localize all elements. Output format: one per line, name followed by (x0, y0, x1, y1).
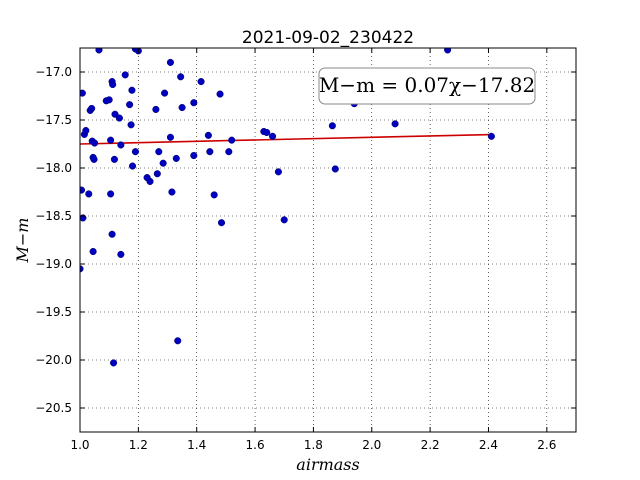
y-tick-label: −18.0 (35, 161, 72, 175)
data-point (216, 90, 224, 98)
x-tick-label: 2.4 (479, 438, 498, 452)
data-point (263, 128, 271, 137)
data-point (280, 216, 288, 224)
data-point (153, 170, 161, 178)
data-point (108, 230, 116, 238)
data-point (190, 151, 198, 160)
data-point (178, 103, 186, 112)
data-point (126, 101, 134, 109)
data-point (128, 162, 137, 170)
data-point (159, 159, 167, 167)
data-point (117, 141, 125, 149)
data-point (391, 120, 399, 128)
data-point (269, 132, 277, 140)
data-point (177, 73, 185, 81)
data-point (117, 250, 125, 258)
data-point (210, 191, 218, 199)
x-tick-label: 1.6 (246, 438, 265, 452)
y-tick-label: −20.0 (35, 353, 72, 367)
data-point (166, 133, 174, 141)
axis-ticks: 1.0 1.2 1.4 1.6 1.8 2.0 2.2 2.4 2.6 −17.0 −17.5 −18… (35, 48, 576, 452)
data-point (109, 80, 117, 89)
data-point (88, 104, 96, 113)
y-tick-label: −19.5 (35, 305, 72, 319)
data-point (204, 131, 212, 139)
data-point (146, 177, 154, 185)
data-point (110, 155, 118, 163)
fit-line-layer (79, 133, 492, 145)
data-point (80, 186, 86, 194)
data-point (228, 136, 236, 144)
data-point (128, 86, 136, 94)
fit-line (79, 133, 492, 145)
data-point (197, 78, 205, 86)
y-tick-label: −17.0 (35, 65, 72, 79)
grid (79, 48, 576, 432)
data-point (85, 190, 93, 198)
x-tick-label: 1.2 (129, 438, 148, 452)
y-tick-label: −17.5 (35, 113, 72, 127)
x-tick-label: 1.0 (70, 438, 89, 452)
data-point (225, 148, 233, 156)
data-point (444, 48, 452, 54)
data-point (190, 99, 198, 107)
data-point (328, 122, 336, 130)
data-point (95, 48, 103, 54)
data-point (110, 359, 118, 367)
data-point (161, 89, 169, 97)
data-point (80, 265, 84, 273)
data-point (152, 105, 160, 113)
data-point (90, 155, 98, 163)
data-point (82, 127, 90, 135)
x-axis-label: airmass (296, 455, 359, 474)
data-point (168, 188, 176, 196)
chart-title: 2021-09-02_230422 (242, 28, 414, 48)
data-point (105, 96, 113, 104)
y-axis-label: M−m (13, 218, 32, 264)
x-tick-label: 2.0 (362, 438, 381, 452)
y-tick-label: −19.0 (35, 257, 72, 271)
data-points (80, 48, 495, 367)
data-point (107, 136, 115, 144)
data-point (131, 148, 139, 156)
data-point (80, 89, 86, 97)
data-point (206, 148, 214, 156)
x-tick-label: 1.8 (304, 438, 323, 452)
data-point (331, 165, 339, 173)
data-point (107, 190, 115, 198)
data-point (166, 58, 174, 66)
fit-annotation: M−m = 0.07χ−17.82 (318, 67, 536, 105)
annotation-text: M−m = 0.07χ−17.82 (319, 73, 535, 97)
plot-frame (79, 47, 577, 433)
data-point (172, 154, 180, 162)
x-tick-label: 2.2 (421, 438, 440, 452)
data-point (115, 114, 123, 122)
data-point (127, 121, 135, 129)
data-point (174, 337, 182, 345)
annotation-box (318, 67, 536, 105)
x-tick-label: 1.4 (187, 438, 206, 452)
data-point (121, 71, 129, 79)
y-tick-label: −18.5 (35, 209, 72, 223)
data-point (487, 132, 495, 140)
data-point (91, 139, 99, 147)
data-point (155, 148, 163, 156)
data-point (274, 168, 282, 176)
data-point (217, 219, 226, 227)
x-tick-label: 2.6 (537, 438, 556, 452)
y-tick-label: −20.5 (35, 401, 72, 415)
data-point (89, 247, 97, 256)
